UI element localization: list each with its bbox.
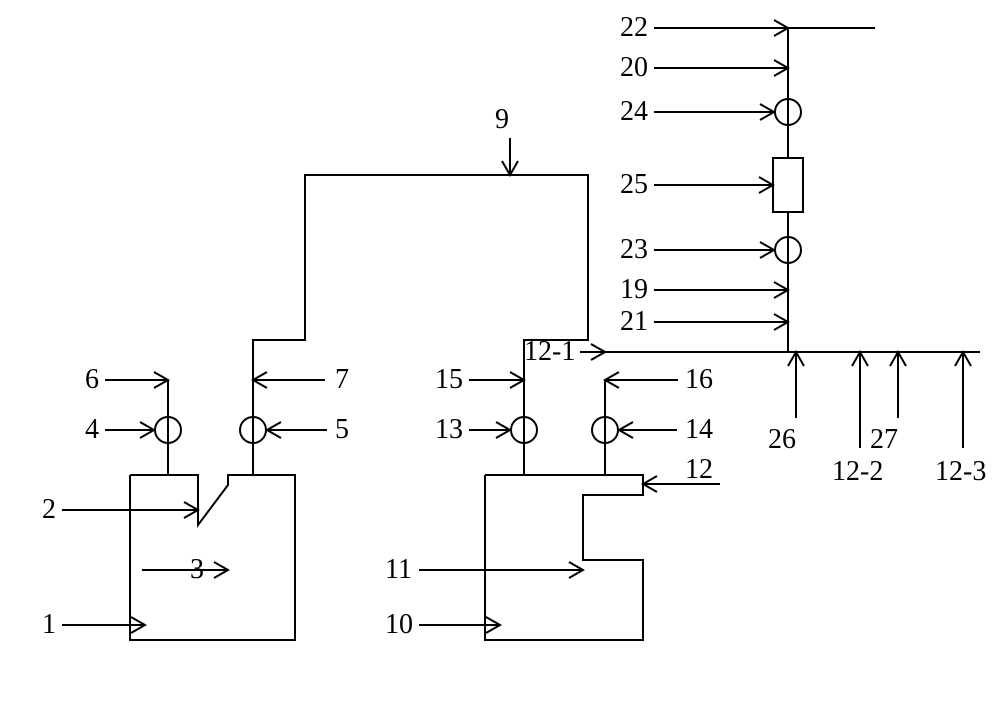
label-21: 21 [620, 306, 648, 337]
label-23: 23 [620, 234, 648, 265]
label-19: 19 [620, 274, 648, 305]
label-24: 24 [620, 96, 648, 127]
label-1: 1 [42, 609, 56, 640]
label-15: 15 [435, 364, 463, 395]
label-4: 4 [85, 414, 99, 445]
label-22: 22 [620, 12, 648, 43]
label-5: 5 [335, 414, 349, 445]
label-13: 13 [435, 414, 463, 445]
label-6: 6 [85, 364, 99, 395]
label-9: 9 [495, 104, 509, 135]
block-25 [773, 158, 803, 212]
label-27: 27 [870, 424, 898, 455]
label-10: 10 [385, 609, 413, 640]
label-25: 25 [620, 169, 648, 200]
label-20: 20 [620, 52, 648, 83]
label-26: 26 [768, 424, 796, 455]
label-12-3: 12-3 [935, 456, 986, 487]
label-12: 12 [685, 454, 713, 485]
label-12-1: 12-1 [524, 336, 575, 367]
label-7: 7 [335, 364, 349, 395]
label-11: 11 [385, 554, 412, 585]
box-10 [485, 475, 643, 640]
label-2: 2 [42, 494, 56, 525]
label-14: 14 [685, 414, 713, 445]
box-1 [130, 475, 295, 640]
label-16: 16 [685, 364, 713, 395]
label-12-2: 12-2 [832, 456, 883, 487]
